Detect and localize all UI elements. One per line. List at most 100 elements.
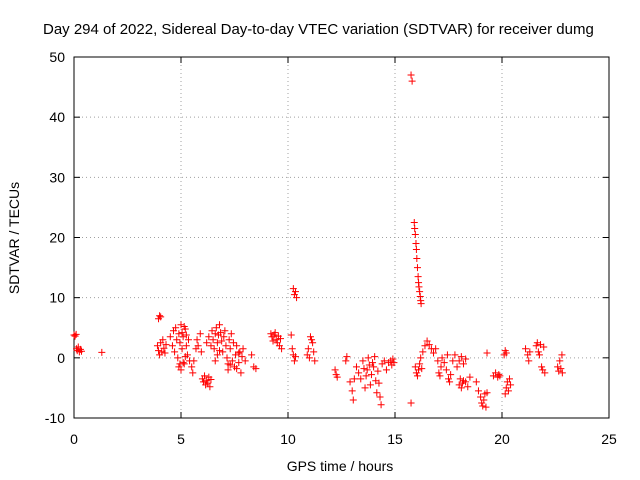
data-point <box>267 330 275 338</box>
data-point <box>233 342 241 350</box>
data-point <box>176 339 184 347</box>
data-point <box>453 363 461 371</box>
y-tick-label: 10 <box>49 290 65 306</box>
data-point <box>371 353 379 361</box>
data-point <box>350 375 358 383</box>
x-tick-label: 15 <box>387 431 403 447</box>
data-point <box>293 294 301 302</box>
x-tick-label: 10 <box>280 431 296 447</box>
data-point <box>190 357 198 365</box>
data-point <box>418 365 426 373</box>
data-point <box>408 77 416 85</box>
data-point <box>310 348 318 356</box>
data-point <box>226 361 234 369</box>
data-point <box>438 354 446 362</box>
data-point <box>355 369 363 377</box>
data-point <box>155 347 163 355</box>
data-point <box>218 337 226 345</box>
data-point <box>413 372 421 380</box>
data-point <box>443 351 451 359</box>
data-point <box>375 379 383 387</box>
x-tick-label: 20 <box>494 431 510 447</box>
data-point <box>417 354 425 362</box>
data-point <box>442 366 450 374</box>
data-point <box>477 393 485 401</box>
data-point <box>412 246 420 254</box>
data-point <box>451 351 459 359</box>
data-point <box>304 345 312 353</box>
data-point <box>211 357 219 365</box>
data-point <box>239 345 247 353</box>
data-point <box>205 333 213 341</box>
data-point <box>158 348 166 356</box>
data-point <box>236 348 244 356</box>
data-point <box>238 353 246 361</box>
data-point <box>522 345 530 353</box>
data-point <box>271 329 279 337</box>
data-point <box>342 357 350 365</box>
data-point <box>228 357 236 365</box>
data-point <box>411 224 419 232</box>
data-point <box>181 353 189 361</box>
data-point <box>227 330 235 338</box>
data-point <box>207 342 215 350</box>
data-point <box>432 345 440 353</box>
data-point <box>204 379 212 387</box>
data-point <box>382 366 390 374</box>
data-point <box>309 339 317 347</box>
x-axis-label: GPS time / hours <box>287 458 394 474</box>
data-point <box>457 384 465 392</box>
data-point <box>370 363 378 371</box>
data-point <box>278 345 286 353</box>
data-point <box>233 365 241 373</box>
data-point <box>389 355 397 363</box>
data-point <box>538 363 546 371</box>
data-point <box>222 342 230 350</box>
chart-title: Day 294 of 2022, Sidereal Day-to-day VTE… <box>43 21 594 38</box>
data-point <box>480 396 488 404</box>
data-point <box>367 371 375 379</box>
data-point <box>241 357 249 365</box>
data-point <box>177 321 185 329</box>
data-point <box>557 365 565 373</box>
data-point <box>161 349 169 357</box>
data-point <box>377 401 385 409</box>
data-point <box>532 342 540 350</box>
data-point <box>162 341 170 349</box>
data-point <box>235 349 243 357</box>
data-point <box>288 345 296 353</box>
data-point <box>219 348 227 356</box>
data-point <box>203 339 211 347</box>
data-point <box>221 327 229 335</box>
data-point <box>425 341 433 349</box>
data-point <box>225 336 233 344</box>
y-tick-label: 50 <box>49 49 65 65</box>
data-point <box>366 381 374 389</box>
data-point <box>179 333 187 341</box>
data-point <box>462 378 470 386</box>
data-point <box>455 357 463 365</box>
data-point <box>182 331 190 339</box>
data-point <box>525 357 533 365</box>
data-point <box>196 330 204 338</box>
data-point <box>445 375 452 383</box>
data-point <box>457 353 465 361</box>
data-point <box>306 333 314 341</box>
data-point <box>211 330 219 338</box>
data-point <box>229 339 237 347</box>
data-point <box>502 349 510 357</box>
data-point <box>479 402 487 410</box>
x-tick-label: 0 <box>70 431 78 447</box>
data-point <box>419 348 427 356</box>
x-tick-label: 25 <box>601 431 617 447</box>
data-point <box>252 365 260 373</box>
data-point <box>184 336 192 344</box>
data-point <box>77 347 85 355</box>
y-tick-label: 40 <box>49 109 65 125</box>
data-point <box>411 363 419 371</box>
data-point <box>558 351 566 359</box>
data-point <box>176 360 184 368</box>
data-point <box>435 369 443 377</box>
data-point <box>226 345 234 353</box>
data-point <box>423 337 431 345</box>
